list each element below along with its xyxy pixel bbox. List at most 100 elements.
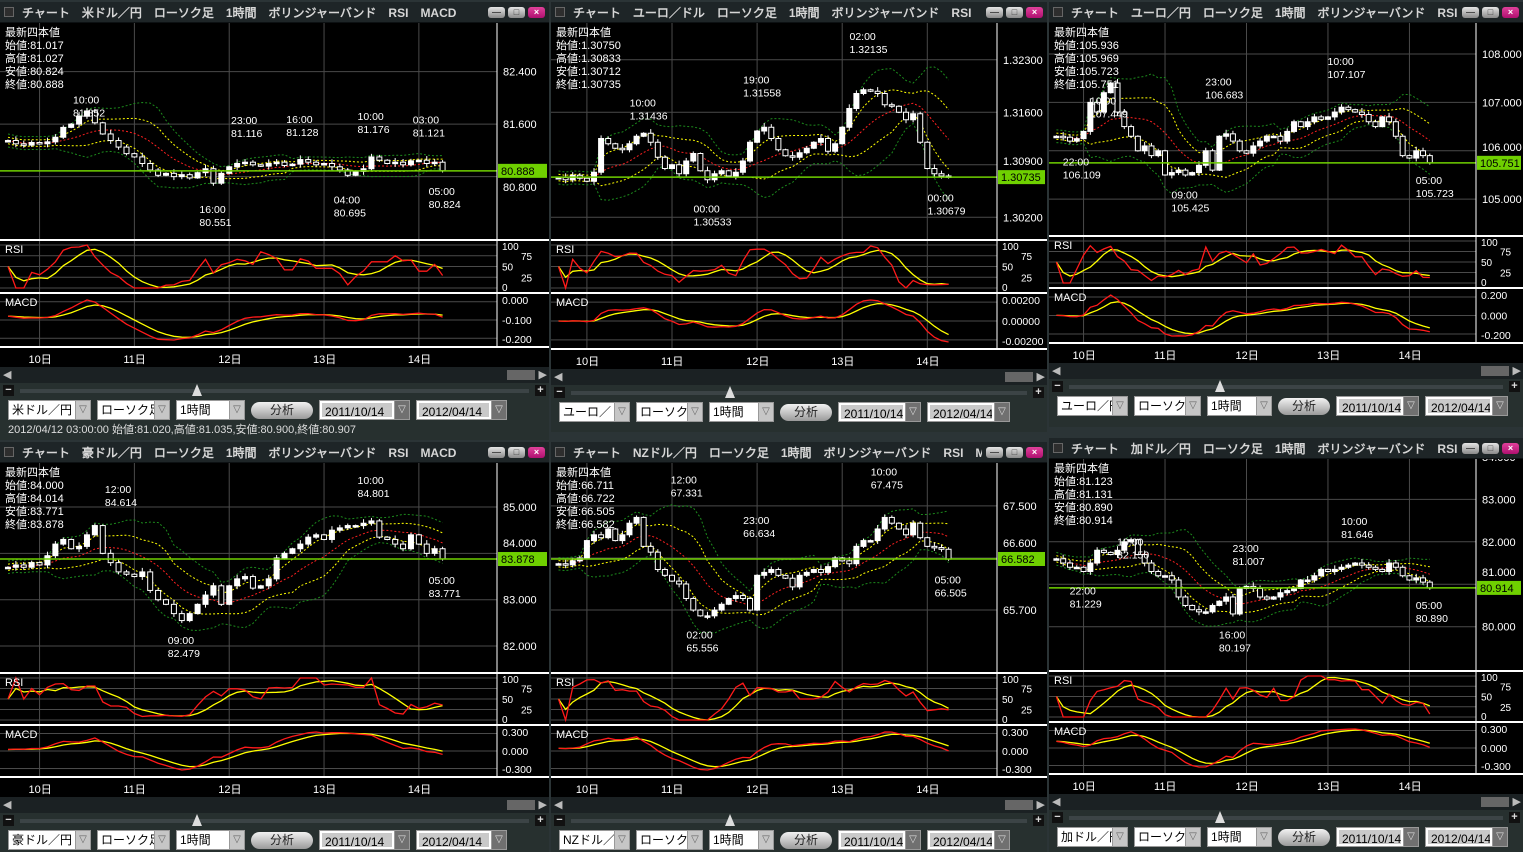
pair-select[interactable]: 加ドル／円▽ xyxy=(1057,827,1128,847)
minimize-button[interactable]: — xyxy=(1462,442,1479,454)
date-to-field[interactable]: 2012/04/14 ▽ xyxy=(416,830,507,850)
zoom-track[interactable] xyxy=(571,391,1027,395)
minimize-button[interactable]: — xyxy=(488,6,505,18)
chart-type-select[interactable]: ローソク足▽ xyxy=(97,400,170,420)
chart-type-select[interactable]: ローソク足▽ xyxy=(1134,396,1201,416)
dropdown-arrow-icon[interactable]: ▽ xyxy=(758,403,773,421)
zoom-out-button[interactable]: − xyxy=(3,815,14,826)
chart-window-audjpy[interactable]: チャート 豪ドル／円 ローソク足 1時間 ボリンジャーバンド RSI MACD —… xyxy=(0,442,549,852)
zoom-track[interactable] xyxy=(571,819,1027,823)
date-to-field[interactable]: 2012/04/14 ▽ xyxy=(927,830,1010,850)
price-chart[interactable]: 84.000 83.000 82.000 81.000 80.000 80.914 10:0… xyxy=(1049,459,1523,670)
zoom-out-button[interactable]: − xyxy=(554,815,565,826)
scroll-right-arrow[interactable]: ▶ xyxy=(1512,365,1521,377)
zoom-out-button[interactable]: − xyxy=(1052,381,1063,392)
chart-window-nzdjpy[interactable]: チャート NZドル／円 ローソク足 1時間 ボリンジャーバンド RSI MACD… xyxy=(551,442,1047,852)
scroll-thumb[interactable] xyxy=(1481,366,1509,376)
pair-select[interactable]: 豪ドル／円 ▽ xyxy=(8,830,91,850)
analyze-button[interactable]: 分析 xyxy=(780,831,832,849)
price-chart[interactable]: 108.000 107.000 106.000 105.000 105.751 10:00… xyxy=(1049,23,1523,235)
minimize-button[interactable]: — xyxy=(986,446,1003,458)
horizontal-scrollbar[interactable]: ◀ ▶ xyxy=(551,797,1047,813)
maximize-button[interactable]: □ xyxy=(1482,6,1499,18)
timeframe-select[interactable]: 1時間 ▽ xyxy=(709,402,774,422)
chart-window-usdjpy[interactable]: チャート 米ドル／円 ローソク足 1時間 ボリンジャーバンド RSI MACD —… xyxy=(0,2,549,440)
zoom-thumb[interactable] xyxy=(724,814,735,826)
close-button[interactable]: × xyxy=(1026,446,1043,458)
maximize-button[interactable]: □ xyxy=(1006,6,1023,18)
dropdown-arrow-icon[interactable]: ▽ xyxy=(614,831,629,849)
zoom-in-button[interactable]: + xyxy=(535,385,546,396)
timeframe-select[interactable]: 1時間 ▽ xyxy=(176,830,245,850)
date-to-field[interactable]: 2012/04/14 ▽ xyxy=(927,402,1010,422)
scroll-left-arrow[interactable]: ◀ xyxy=(1052,796,1061,808)
dropdown-arrow-icon[interactable]: ▽ xyxy=(687,403,702,421)
analyze-button[interactable]: 分析 xyxy=(1278,828,1330,846)
zoom-slider[interactable]: − + xyxy=(1049,810,1523,825)
timeframe-select[interactable]: 1時間 ▽ xyxy=(1207,396,1272,416)
pair-select[interactable]: NZドル／円▽ xyxy=(559,830,630,850)
dropdown-arrow-icon[interactable]: ▽ xyxy=(394,831,409,849)
dropdown-arrow-icon[interactable]: ▽ xyxy=(994,831,1009,849)
scroll-thumb[interactable] xyxy=(507,800,535,810)
zoom-in-button[interactable]: + xyxy=(1509,812,1520,823)
pair-select[interactable]: 米ドル／円 ▽ xyxy=(8,400,91,420)
zoom-thumb[interactable] xyxy=(192,384,203,396)
dropdown-arrow-icon[interactable]: ▽ xyxy=(614,403,629,421)
zoom-slider[interactable]: − + xyxy=(1049,379,1523,394)
scroll-thumb[interactable] xyxy=(1481,797,1509,807)
analyze-button[interactable]: 分析 xyxy=(1278,397,1330,415)
horizontal-scrollbar[interactable]: ◀ ▶ xyxy=(551,369,1047,385)
date-to-field[interactable]: 2012/04/14 ▽ xyxy=(416,400,507,420)
scroll-right-arrow[interactable]: ▶ xyxy=(1036,799,1045,811)
scroll-right-arrow[interactable]: ▶ xyxy=(1036,371,1045,383)
zoom-in-button[interactable]: + xyxy=(535,815,546,826)
analyze-button[interactable]: 分析 xyxy=(251,401,313,419)
horizontal-scrollbar[interactable]: ◀ ▶ xyxy=(0,367,549,383)
zoom-out-button[interactable]: − xyxy=(3,385,14,396)
zoom-out-button[interactable]: − xyxy=(1052,812,1063,823)
chart-type-select[interactable]: ローソク足▽ xyxy=(636,402,703,422)
chart-window-eurjpy[interactable]: チャート ユーロ／円 ローソク足 1時間 ボリンジャーバンド RSI MACD—… xyxy=(1049,2,1523,427)
chart-type-select[interactable]: ローソク足▽ xyxy=(636,830,703,850)
scroll-left-arrow[interactable]: ◀ xyxy=(3,369,12,381)
title-bar[interactable]: チャート NZドル／円 ローソク足 1時間 ボリンジャーバンド RSI MACD… xyxy=(551,442,1047,463)
analyze-button[interactable]: 分析 xyxy=(780,403,832,421)
scroll-left-arrow[interactable]: ◀ xyxy=(554,799,563,811)
maximize-button[interactable]: □ xyxy=(1006,446,1023,458)
scroll-right-arrow[interactable]: ▶ xyxy=(538,799,547,811)
pair-select[interactable]: ユーロ／円▽ xyxy=(1057,396,1128,416)
price-chart[interactable]: 82.400 81.600 80.800 80.888 10:00 81.852 16:00… xyxy=(0,23,549,239)
zoom-slider[interactable]: − + xyxy=(0,383,549,398)
scroll-left-arrow[interactable]: ◀ xyxy=(554,371,563,383)
dropdown-arrow-icon[interactable]: ▽ xyxy=(229,401,244,419)
dropdown-arrow-icon[interactable]: ▽ xyxy=(394,401,409,419)
scroll-left-arrow[interactable]: ◀ xyxy=(1052,365,1061,377)
title-bar[interactable]: チャート 米ドル／円 ローソク足 1時間 ボリンジャーバンド RSI MACD —… xyxy=(0,2,549,23)
dropdown-arrow-icon[interactable]: ▽ xyxy=(1112,828,1127,846)
scroll-right-arrow[interactable]: ▶ xyxy=(1512,796,1521,808)
minimize-button[interactable]: — xyxy=(1462,6,1479,18)
date-to-field[interactable]: 2012/04/14 ▽ xyxy=(1425,396,1508,416)
dropdown-arrow-icon[interactable]: ▽ xyxy=(154,831,169,849)
dropdown-arrow-icon[interactable]: ▽ xyxy=(905,403,920,421)
zoom-slider[interactable]: − + xyxy=(0,813,549,828)
zoom-thumb[interactable] xyxy=(1214,811,1225,823)
zoom-thumb[interactable] xyxy=(1214,380,1225,392)
price-chart[interactable]: 85.000 84.000 83.000 82.000 83.878 12:00 84.61… xyxy=(0,463,549,672)
scroll-thumb[interactable] xyxy=(1005,372,1033,382)
title-bar[interactable]: チャート ユーロ／円 ローソク足 1時間 ボリンジャーバンド RSI MACD—… xyxy=(1049,2,1523,23)
dropdown-arrow-icon[interactable]: ▽ xyxy=(75,401,90,419)
zoom-slider[interactable]: − + xyxy=(551,385,1047,400)
zoom-in-button[interactable]: + xyxy=(1033,815,1044,826)
timeframe-select[interactable]: 1時間 ▽ xyxy=(176,400,245,420)
timeframe-select[interactable]: 1時間 ▽ xyxy=(1207,827,1272,847)
price-chart[interactable]: 67.500 66.600 65.700 66.582 12:00 67.331 02:00… xyxy=(551,463,1047,672)
maximize-button[interactable]: □ xyxy=(508,446,525,458)
close-button[interactable]: × xyxy=(528,6,545,18)
scroll-left-arrow[interactable]: ◀ xyxy=(3,799,12,811)
horizontal-scrollbar[interactable]: ◀ ▶ xyxy=(1049,794,1523,810)
close-button[interactable]: × xyxy=(1026,6,1043,18)
close-button[interactable]: × xyxy=(528,446,545,458)
zoom-in-button[interactable]: + xyxy=(1509,381,1520,392)
